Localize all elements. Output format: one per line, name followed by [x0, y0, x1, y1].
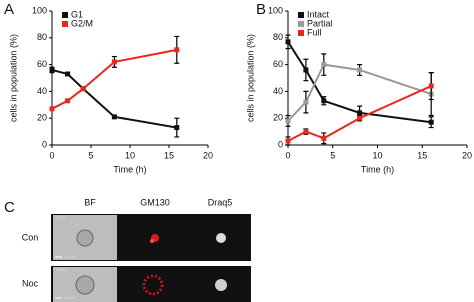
y-tick-label: 40 [37, 86, 47, 96]
y-tick-label: 80 [37, 32, 47, 42]
image-id: 28077 [55, 215, 67, 220]
y-tick-label: 60 [273, 59, 283, 69]
cell [76, 229, 94, 247]
x-tick-label: 15 [417, 150, 427, 160]
legend-swatch [62, 12, 68, 18]
row-label: Noc [22, 278, 39, 288]
nucleus [216, 233, 226, 243]
column-label: GM130 [140, 197, 170, 207]
marker [285, 118, 291, 124]
marker [49, 106, 55, 112]
scale-label: 10 µm [64, 295, 76, 300]
y-tick-label: 20 [273, 113, 283, 123]
legend-swatch [298, 12, 304, 18]
legend-label: G1 [71, 9, 83, 19]
marker [321, 135, 327, 141]
y-tick-label: 100 [32, 5, 47, 15]
column-label: BF [84, 197, 96, 207]
marker [285, 39, 291, 45]
row-label: Con [22, 232, 39, 242]
marker [357, 110, 363, 116]
marker [428, 119, 434, 125]
legend-swatch [298, 30, 304, 36]
nucleus [215, 279, 227, 291]
cell [75, 275, 95, 295]
legend-label: Full [307, 27, 322, 37]
image-id: 18461 [55, 267, 67, 272]
image-row: 28077 10 µm [51, 214, 251, 261]
x-axis-label: Time (h) [113, 164, 146, 174]
y-tick-label: 20 [37, 113, 47, 123]
panel-label: A [4, 1, 14, 18]
marker [357, 115, 363, 121]
marker [65, 98, 71, 104]
marker [303, 67, 309, 73]
column-label: Draq5 [208, 197, 233, 207]
x-tick-label: 15 [164, 150, 174, 160]
y-tick-label: 40 [273, 86, 283, 96]
y-axis-label: cells in population (%) [245, 34, 255, 122]
legend-label: Intact [307, 9, 330, 19]
x-axis-label: Time (h) [361, 164, 394, 174]
y-tick-label: 0 [278, 139, 283, 149]
y-tick-label: 100 [268, 5, 283, 15]
marker [428, 83, 434, 89]
x-tick-label: 10 [125, 150, 135, 160]
marker [303, 129, 309, 135]
marker [111, 114, 117, 120]
x-tick-label: 0 [49, 150, 54, 160]
marker [321, 62, 327, 68]
marker [321, 98, 327, 104]
y-tick-label: 60 [37, 59, 47, 69]
marker [174, 125, 180, 131]
marker [357, 67, 363, 73]
x-tick-label: 5 [330, 150, 335, 160]
marker [174, 47, 180, 53]
legend-swatch [298, 21, 304, 27]
panel-label: C [4, 199, 15, 216]
gm130-signal [150, 239, 154, 243]
x-tick-label: 20 [462, 150, 472, 160]
marker [111, 59, 117, 65]
legend-label: Partial [307, 18, 333, 28]
y-tick-label: 0 [42, 139, 47, 149]
y-axis-label: cells in population (%) [8, 34, 18, 122]
x-tick-label: 0 [285, 150, 290, 160]
marker [303, 99, 309, 105]
x-tick-label: 5 [88, 150, 93, 160]
marker [65, 71, 71, 77]
panel-label: B [256, 1, 266, 18]
image-row: 18461 10 µm [51, 266, 251, 302]
image-panel: BF GM130 Draq5 Con Noc 28077 10 µm 18461… [22, 197, 251, 302]
legend-swatch [62, 21, 68, 27]
y-tick-label: 80 [273, 32, 283, 42]
gm130-signal [142, 274, 164, 296]
x-tick-label: 10 [372, 150, 382, 160]
x-tick-label: 20 [203, 150, 213, 160]
marker [80, 86, 86, 92]
legend-label: G2/M [71, 18, 93, 28]
marker [49, 67, 55, 73]
marker [285, 138, 291, 144]
scale-label: 10 µm [64, 254, 76, 259]
